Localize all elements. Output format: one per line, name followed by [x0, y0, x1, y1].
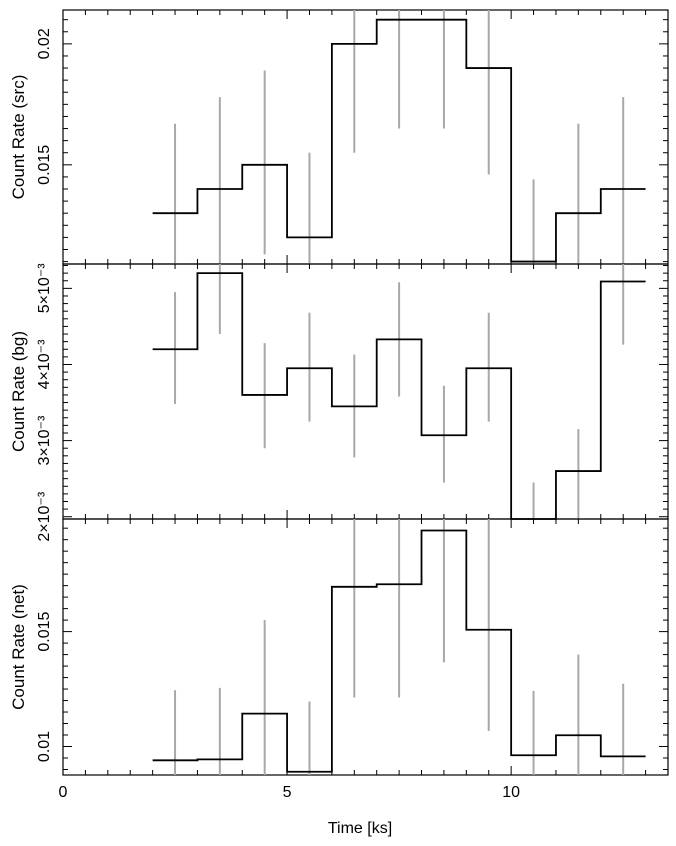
- y-tick-label: 0.01: [36, 731, 53, 762]
- y-tick-label: 0.02: [36, 28, 53, 59]
- plot-frame: [62, 263, 669, 520]
- y-tick-label: 3×10⁻³: [36, 415, 53, 465]
- x-tick-label: 0: [59, 784, 68, 801]
- panel-src: 0.015 0.02 Count Rate (src): [9, 9, 669, 265]
- y-axis-label: Count Rate (net): [9, 584, 28, 710]
- y-tick-label: 4×10⁻³: [36, 339, 53, 389]
- step-series: [152, 529, 646, 773]
- y-tick-label: 2×10⁻³: [36, 491, 53, 541]
- y-axis-label: Count Rate (src): [9, 75, 28, 200]
- plot-frame: [62, 9, 669, 265]
- panel-bg: 2×10⁻³ 3×10⁻³ 4×10⁻³ 5×10⁻³ Count Rate (bg): [9, 263, 669, 542]
- x-tick-label: 5: [283, 784, 292, 801]
- x-tick-label: 10: [502, 784, 520, 801]
- y-tick-label: 0.015: [36, 611, 53, 651]
- step-series: [152, 18, 646, 263]
- y-tick-label: 0.015: [36, 145, 53, 185]
- y-tick-label: 5×10⁻³: [36, 263, 53, 313]
- x-axis-label: Time [ks]: [328, 820, 392, 837]
- plot-frame: [62, 518, 669, 776]
- panel-net: 0.01 0.015 Count Rate (net) 0 5 10: [9, 518, 669, 801]
- y-axis-label: Count Rate (bg): [9, 331, 28, 452]
- step-series: [152, 272, 646, 520]
